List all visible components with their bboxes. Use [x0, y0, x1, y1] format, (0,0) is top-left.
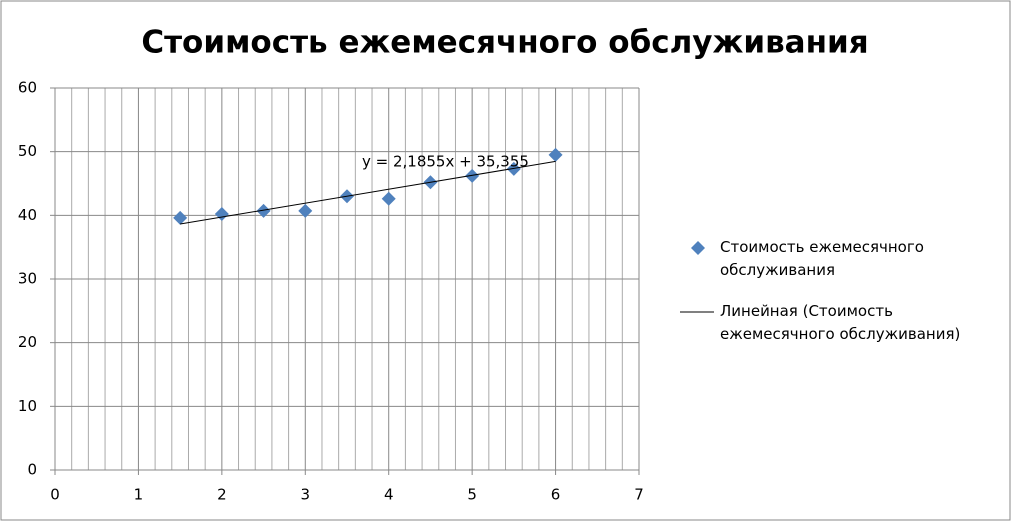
y-tick-label: 0: [27, 461, 37, 479]
y-tick-label: 50: [18, 142, 37, 160]
trendline: [180, 160, 556, 225]
chart-title: Стоимость ежемесячного обслуживания: [141, 25, 868, 61]
y-tick-label: 10: [18, 397, 37, 415]
x-tick-label: 7: [634, 486, 644, 504]
legend-marker-shape: [691, 241, 705, 255]
point: [381, 191, 396, 206]
y-tick-label: 20: [18, 333, 37, 351]
legend-line: [680, 311, 714, 313]
legend-label: Стоимость ежемесячного обслуживания: [720, 238, 924, 279]
point: [548, 147, 563, 162]
point: [465, 168, 480, 183]
legend-marker: [691, 241, 705, 255]
y-tick-label: 40: [18, 206, 37, 224]
x-tick-label: 3: [301, 486, 311, 504]
x-tick-label: 1: [134, 486, 144, 504]
x-tick-label: 0: [50, 486, 60, 504]
trendline-equation: y = 2,1855x + 35,355: [362, 153, 529, 171]
x-tick-label: 5: [467, 486, 477, 504]
legend-label: Линейная (Стоимость ежемесячного обслужи…: [720, 302, 961, 343]
x-tick-label: 6: [551, 486, 561, 504]
point: [298, 203, 313, 218]
y-tick-label: 30: [18, 270, 37, 288]
point: [256, 203, 271, 218]
y-tick-label: 60: [18, 79, 37, 97]
x-tick-label: 2: [217, 486, 227, 504]
point: [173, 210, 188, 225]
x-tick-label: 4: [384, 486, 394, 504]
